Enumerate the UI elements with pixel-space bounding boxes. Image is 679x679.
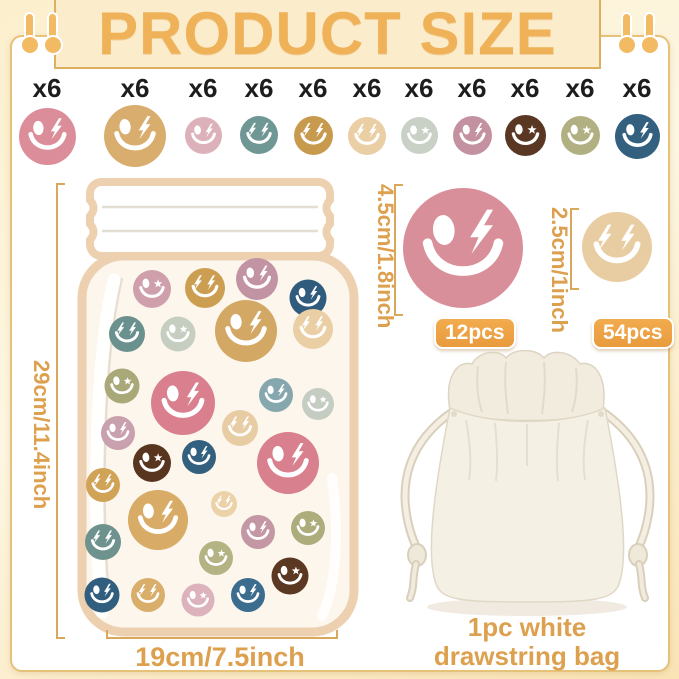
jar-highlight-right — [317, 473, 342, 621]
jar-height-label: 29cm/11.4inch — [29, 360, 54, 510]
bag-string-hole — [598, 411, 604, 417]
quantity-smiley-bolt-bolt — [240, 116, 278, 154]
push-pin-icon — [24, 12, 35, 44]
mason-jar-graphic — [77, 178, 359, 637]
quantity-count-label: x6 — [32, 73, 62, 103]
jar-width-label: 19cm/7.5inch — [135, 642, 305, 672]
bag-caption: 1pc white drawstring bag — [433, 612, 621, 672]
sample-large-count-badge: 12pcs — [434, 317, 516, 349]
sample-small-dimension-label: 2.5cm/1inch — [547, 207, 572, 333]
quantity-smiley-eye-star — [504, 114, 546, 156]
jar-sticker-smiley — [151, 371, 215, 435]
bag-body — [430, 406, 625, 603]
jar-sticker-smiley — [293, 309, 333, 349]
jar-sticker-smiley — [259, 378, 293, 412]
page-title: PRODUCT SIZE — [98, 0, 557, 67]
small-sample-smiley — [582, 212, 652, 282]
quantity-smiley-eye-bolt — [104, 105, 166, 167]
title-banner: PRODUCT SIZE — [54, 0, 601, 69]
jar-sticker-smiley — [215, 300, 277, 362]
quantity-count-label: x6 — [120, 73, 150, 103]
quantity-smiley-bolt-bolt — [348, 117, 386, 155]
jar-sticker-smiley — [181, 583, 215, 617]
sample-large-bracket — [394, 184, 403, 316]
quantity-smiley-eye-bolt — [614, 113, 660, 159]
jar-sticker-smiley — [302, 388, 334, 420]
jar-width-bracket — [106, 630, 338, 639]
jar-sticker-smiley — [211, 491, 237, 517]
bag-shadow — [427, 598, 627, 616]
push-pin-icon — [644, 12, 655, 44]
quantity-smiley-eye-bolt — [452, 115, 492, 155]
quantity-count-label: x6 — [188, 73, 218, 103]
jar-sticker-smiley — [133, 270, 171, 308]
jar-sticker-smiley — [185, 268, 225, 308]
quantity-smiley-bolt-bolt — [293, 115, 333, 155]
jar-sticker-smiley — [222, 410, 258, 446]
sample-small-bracket — [570, 208, 579, 290]
sample-large-dimension-label: 4.5cm/1.8inch — [373, 183, 398, 329]
quantity-count-label: x6 — [457, 73, 487, 103]
quantity-count-label: x6 — [565, 73, 595, 103]
quantity-smiley-eye-star — [560, 115, 600, 155]
jar-sticker-smiley — [236, 258, 278, 300]
bag-drawstrings — [400, 407, 655, 602]
jar-highlight — [90, 273, 121, 619]
jar-sticker-smiley — [199, 541, 233, 575]
jar-sticker-smiley — [271, 557, 309, 595]
jar-sticker-smiley — [133, 444, 171, 482]
large-sample-smiley — [403, 188, 523, 308]
jar-sticker-smiley — [257, 432, 319, 494]
jar-sticker-smiley — [85, 524, 121, 560]
jar-sticker-smiley — [182, 440, 216, 474]
bag-pleats — [465, 419, 589, 482]
bag-string-hole — [451, 411, 457, 417]
quantity-count-label: x6 — [510, 73, 540, 103]
quantity-smiley-eye-star — [400, 116, 438, 154]
jar-sticker-smiley — [86, 468, 120, 502]
jar-sticker-smiley — [131, 578, 165, 612]
sample-small-count-badge: 54pcs — [592, 317, 674, 349]
push-pin-icon — [47, 12, 58, 44]
quantity-count-label: x6 — [622, 73, 652, 103]
jar-sticker-smiley — [109, 316, 145, 352]
jar-sticker-smiley — [128, 490, 188, 550]
jar-stickers — [84, 258, 334, 617]
jar-sticker-smiley — [241, 515, 275, 549]
jar-lid — [86, 178, 334, 260]
jar-sticker-smiley — [231, 578, 265, 612]
jar-sticker-smiley — [104, 368, 140, 404]
jar-height-bracket — [56, 183, 65, 639]
quantity-count-label: x6 — [352, 73, 382, 103]
quantity-smiley-eye-bolt — [184, 116, 222, 154]
jar-sticker-smiley — [289, 279, 327, 317]
jar-sticker-smiley — [291, 511, 325, 545]
quantity-count-label: x6 — [298, 73, 328, 103]
jar-sticker-smiley — [160, 316, 196, 352]
drawstring-bag-image — [400, 350, 655, 616]
jar-sticker-smiley — [101, 416, 135, 450]
bag-ruffle — [447, 350, 605, 422]
jar-sticker-smiley — [84, 577, 120, 613]
quantity-count-label: x6 — [404, 73, 434, 103]
quantity-smiley-eye-bolt — [18, 107, 76, 165]
quantity-count-label: x6 — [244, 73, 274, 103]
push-pin-icon — [621, 12, 632, 44]
